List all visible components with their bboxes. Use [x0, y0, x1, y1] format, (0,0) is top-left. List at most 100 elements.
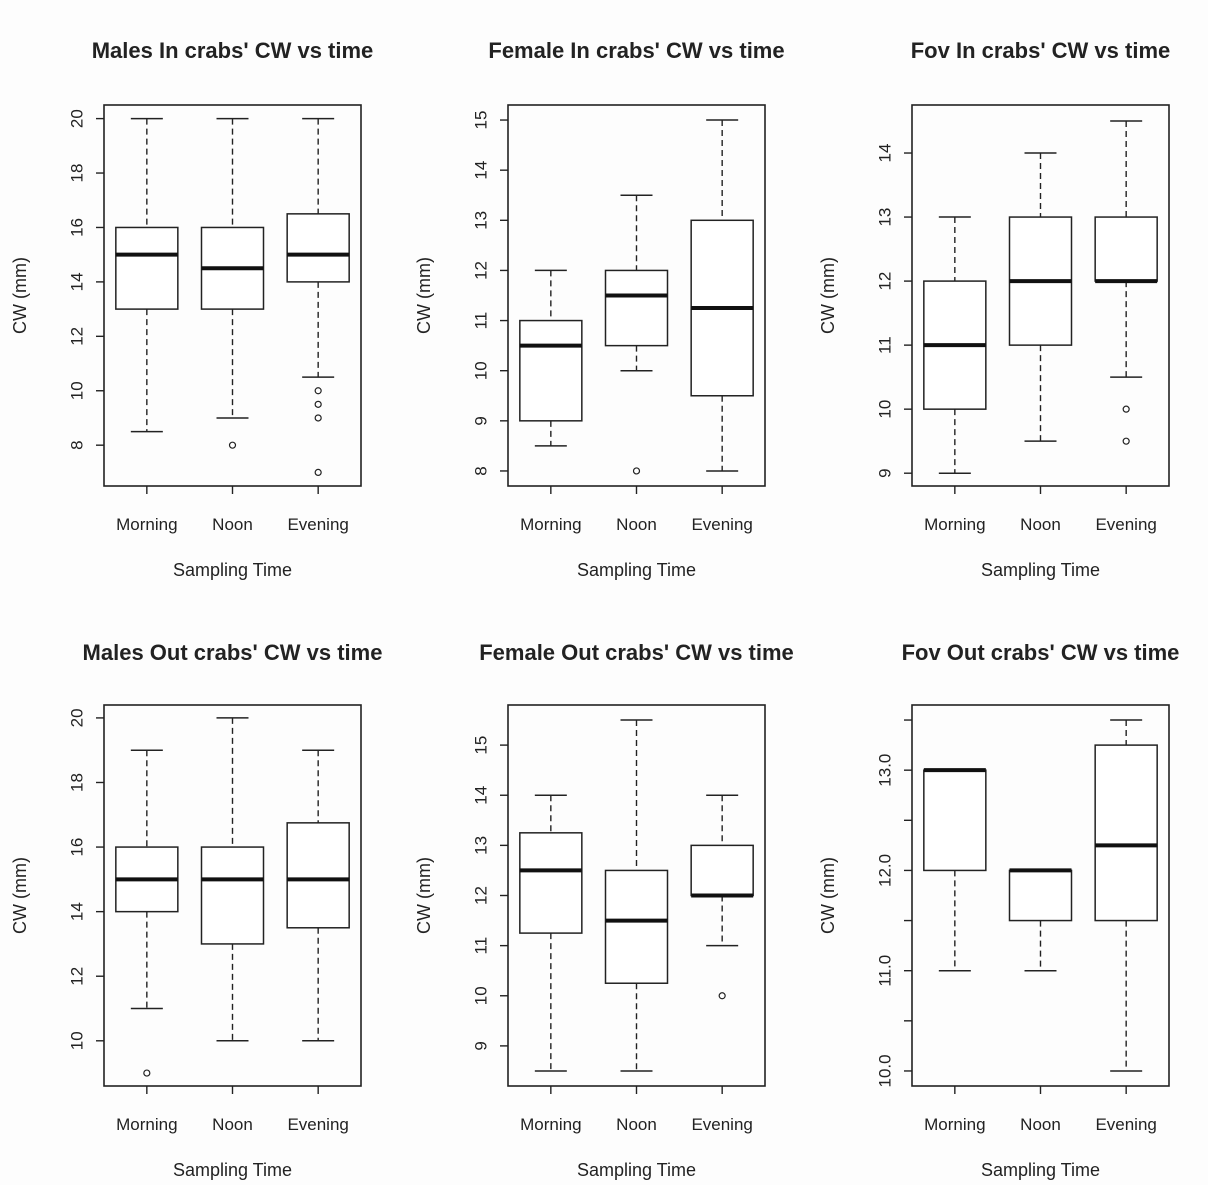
- y-tick-label: 9: [471, 416, 490, 425]
- y-tick-label: 13: [875, 208, 894, 227]
- y-tick-label: 10.0: [875, 1054, 894, 1087]
- outlier-point: [143, 1069, 151, 1077]
- chart-title: Fov In crabs' CW vs time: [911, 38, 1171, 63]
- y-tick-label: 9: [471, 1041, 490, 1050]
- box-evening: [1094, 120, 1158, 445]
- y-tick-label: 12: [471, 886, 490, 905]
- iqr-box: [519, 832, 583, 934]
- box-evening: [286, 749, 350, 1042]
- y-tick-label: 15: [471, 111, 490, 130]
- y-tick-label: 10: [875, 400, 894, 419]
- iqr-box: [519, 319, 583, 422]
- y-axis-label: CW (mm): [414, 257, 434, 334]
- box-evening: [1094, 719, 1158, 1072]
- y-tick-label: 16: [67, 218, 86, 237]
- y-tick-label: 8: [471, 466, 490, 475]
- chart-panel-2: Female In crabs' CW vs time 8 9 10 11 12 13 14 1…: [414, 38, 785, 580]
- box-noon: [604, 719, 669, 1072]
- iqr-box: [690, 844, 754, 897]
- iqr-box: [286, 822, 350, 929]
- y-tick-label: 14: [67, 902, 86, 921]
- x-tick-label: Morning: [116, 1115, 177, 1134]
- box-noon: [200, 117, 265, 449]
- iqr-box: [1008, 869, 1073, 922]
- y-tick-label: 14: [67, 272, 86, 291]
- x-axis-label: Sampling Time: [173, 560, 292, 580]
- box-evening: [286, 117, 350, 476]
- y-axis-label: CW (mm): [818, 257, 838, 334]
- y-tick-label: 11: [875, 336, 894, 354]
- x-tick-label: Evening: [287, 515, 348, 534]
- box-noon: [1008, 868, 1073, 972]
- x-tick-label: Evening: [1095, 515, 1156, 534]
- y-tick-label: 20: [67, 109, 86, 128]
- y-tick-label: 13: [471, 211, 490, 230]
- x-tick-label: Morning: [924, 515, 985, 534]
- chart-panel-3: Fov In crabs' CW vs time 9 10 11 12 13 14 CW (m…: [818, 38, 1170, 580]
- x-tick-label: Morning: [520, 515, 581, 534]
- y-tick-label: 20: [67, 708, 86, 727]
- x-axis-label: Sampling Time: [173, 1160, 292, 1180]
- y-axis-label: CW (mm): [10, 857, 30, 934]
- chart-panel-4: Males Out crabs' CW vs time 10 12 14 16 18 20 C…: [10, 640, 382, 1180]
- y-axis-label: CW (mm): [414, 857, 434, 934]
- iqr-box: [604, 269, 669, 347]
- iqr-box: [286, 213, 350, 283]
- x-tick-label: Morning: [116, 515, 177, 534]
- outlier-point: [314, 414, 322, 422]
- box-noon: [200, 717, 265, 1042]
- y-tick-label: 12: [471, 261, 490, 280]
- x-tick-label: Evening: [287, 1115, 348, 1134]
- iqr-box: [923, 769, 987, 872]
- y-tick-label: 13: [471, 836, 490, 855]
- box-noon: [1008, 152, 1073, 442]
- chart-title: Female In crabs' CW vs time: [488, 38, 784, 63]
- y-tick-label: 10: [471, 361, 490, 380]
- y-tick-label: 12: [67, 967, 86, 986]
- chart-title: Males In crabs' CW vs time: [92, 38, 374, 63]
- outlier-point: [1122, 405, 1130, 413]
- y-tick-label: 12: [67, 327, 86, 346]
- y-tick-label: 10: [471, 986, 490, 1005]
- x-tick-label: Noon: [616, 515, 657, 534]
- y-axis-label: CW (mm): [818, 857, 838, 934]
- y-tick-label: 11: [471, 312, 490, 330]
- box-evening: [690, 794, 754, 1000]
- x-tick-label: Noon: [212, 1115, 253, 1134]
- x-axis-label: Sampling Time: [981, 560, 1100, 580]
- y-tick-label: 9: [875, 468, 894, 477]
- iqr-box: [200, 846, 265, 945]
- x-tick-label: Noon: [616, 1115, 657, 1134]
- chart-title: Fov Out crabs' CW vs time: [902, 640, 1180, 665]
- y-tick-label: 8: [67, 440, 86, 449]
- outlier-point: [632, 467, 641, 475]
- y-tick-label: 15: [471, 736, 490, 755]
- x-tick-label: Morning: [924, 1115, 985, 1134]
- box-evening: [690, 119, 754, 472]
- chart-title: Males Out crabs' CW vs time: [83, 640, 383, 665]
- box-noon: [604, 194, 669, 475]
- x-tick-label: Noon: [1020, 1115, 1061, 1134]
- y-tick-label: 14: [875, 144, 894, 163]
- y-tick-label: 12: [875, 272, 894, 291]
- box-morning: [923, 216, 987, 474]
- chart-panel-5: Female Out crabs' CW vs time 9 10 11 12 13 14 1…: [414, 640, 794, 1180]
- y-tick-label: 13.0: [875, 754, 894, 787]
- iqr-box: [604, 869, 669, 984]
- iqr-box: [1094, 744, 1158, 922]
- y-tick-label: 14: [471, 161, 490, 180]
- y-tick-label: 18: [67, 773, 86, 792]
- x-tick-label: Morning: [520, 1115, 581, 1134]
- y-tick-label: 11.0: [875, 955, 894, 987]
- x-tick-label: Noon: [212, 515, 253, 534]
- y-tick-label: 14: [471, 786, 490, 805]
- box-morning: [923, 768, 987, 972]
- x-axis-label: Sampling Time: [577, 1160, 696, 1180]
- box-morning: [115, 117, 179, 433]
- x-tick-label: Evening: [691, 515, 752, 534]
- y-tick-label: 10: [67, 1031, 86, 1050]
- y-tick-label: 11: [471, 937, 490, 955]
- x-axis-label: Sampling Time: [981, 1160, 1100, 1180]
- chart-title: Female Out crabs' CW vs time: [479, 640, 794, 665]
